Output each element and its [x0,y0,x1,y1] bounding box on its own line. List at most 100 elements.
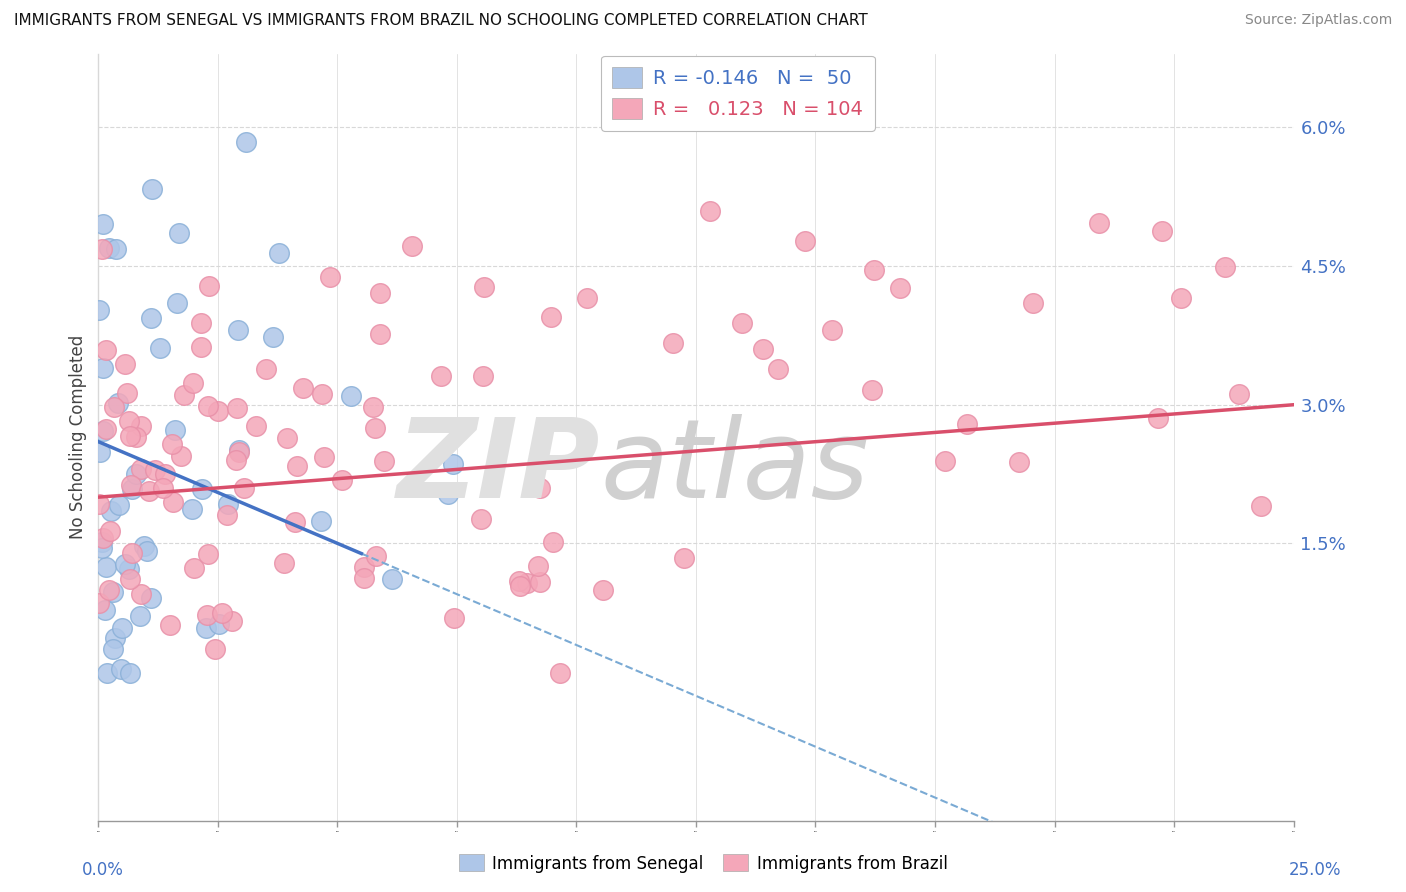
Point [401,239,423,253]
Point [181,376,204,390]
Point [108,498,131,512]
Point [1250,500,1272,514]
Point [541,535,564,549]
Point [673,551,696,566]
Point [226,401,249,416]
Point [368,326,391,341]
Point [228,444,250,458]
Point [221,614,243,628]
Point [312,450,335,464]
Point [1213,260,1236,274]
Point [516,576,538,591]
Point [766,361,789,376]
Point [430,368,453,383]
Point [364,549,387,563]
Point [91,242,114,256]
Point [195,608,218,623]
Point [1152,224,1174,238]
Point [319,270,342,285]
Point [101,642,124,657]
Point [370,285,392,300]
Point [118,562,141,576]
Point [330,473,353,487]
Point [285,459,308,474]
Point [120,573,142,587]
Point [267,245,290,260]
Point [163,423,186,437]
Point [173,388,195,402]
Point [204,641,226,656]
Point [107,396,129,410]
Point [1022,296,1045,310]
Point [134,539,156,553]
Point [91,425,114,439]
Point [114,357,136,371]
Point [131,462,153,476]
Point [353,559,375,574]
Point [752,343,775,357]
Point [91,541,114,555]
Point [361,400,384,414]
Text: ZIP: ZIP [396,414,600,521]
Point [1088,216,1111,230]
Point [233,481,256,495]
Point [437,486,460,500]
Point [472,280,495,294]
Point [91,531,114,545]
Point [181,501,204,516]
Point [96,665,118,680]
Point [143,463,166,477]
Point [273,556,295,570]
Point [889,281,911,295]
Point [540,310,562,325]
Point [87,497,110,511]
Point [91,535,114,549]
Point [443,611,465,625]
Point [793,234,815,248]
Point [141,310,163,325]
Point [128,609,150,624]
Point [934,454,956,468]
Point [731,317,754,331]
Point [94,343,117,357]
Point [118,414,141,428]
Point [110,621,132,635]
Point [141,182,163,196]
Text: IMMIGRANTS FROM SENEGAL VS IMMIGRANTS FROM BRAZIL NO SCHOOLING COMPLETED CORRELA: IMMIGRANTS FROM SENEGAL VS IMMIGRANTS FR… [14,13,868,29]
Y-axis label: No Schooling Completed: No Schooling Completed [69,335,87,539]
Point [860,383,883,397]
Point [276,431,298,445]
Point [94,560,117,574]
Point [373,454,395,468]
Point [135,544,157,558]
Point [863,263,886,277]
Point [311,387,333,401]
Point [104,632,127,646]
Point [509,579,531,593]
Point [1170,291,1192,305]
Point [104,242,127,256]
Point [110,663,132,677]
Point [149,341,172,355]
Point [529,574,551,589]
Text: atlas: atlas [600,414,869,521]
Point [245,419,267,434]
Legend: Immigrants from Senegal, Immigrants from Brazil: Immigrants from Senegal, Immigrants from… [451,847,955,880]
Point [139,591,162,606]
Point [198,279,221,293]
Point [194,621,217,635]
Point [527,558,550,573]
Point [284,515,307,529]
Point [101,585,124,599]
Point [225,453,247,467]
Point [152,481,174,495]
Point [87,596,110,610]
Point [159,618,181,632]
Point [470,512,492,526]
Text: 0.0%: 0.0% [82,861,124,879]
Point [208,617,231,632]
Point [125,467,148,481]
Point [114,558,136,572]
Point [955,417,977,431]
Point [217,497,239,511]
